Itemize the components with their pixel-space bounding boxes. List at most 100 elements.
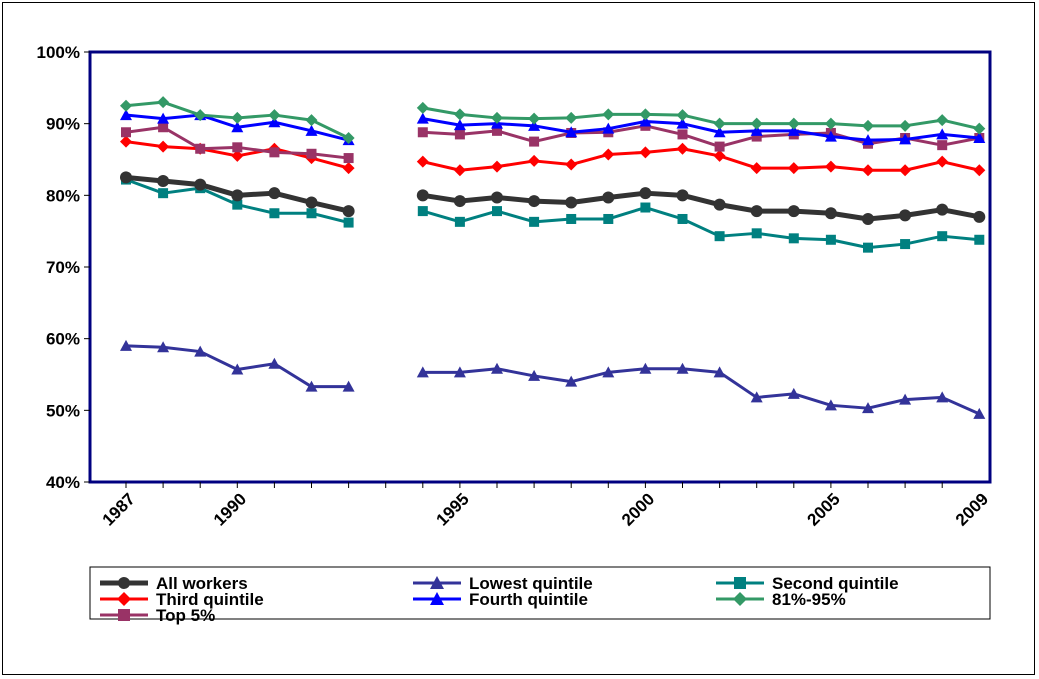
data-point — [639, 362, 652, 374]
data-point — [454, 129, 465, 140]
data-point — [677, 213, 688, 224]
data-point — [565, 111, 578, 124]
data-point — [787, 117, 800, 130]
data-point — [602, 191, 615, 204]
data-point — [121, 127, 131, 138]
x-tick-label: 1987 — [99, 489, 139, 529]
legend-label: Top 5% — [156, 606, 215, 625]
data-point — [639, 146, 652, 159]
data-point — [973, 407, 986, 419]
series-81-95- — [120, 96, 986, 144]
series-lines — [120, 96, 986, 419]
data-point — [676, 142, 689, 155]
data-point — [640, 202, 651, 213]
y-tick-label: 70% — [46, 258, 80, 277]
data-point — [565, 196, 578, 209]
series-line — [422, 206, 980, 250]
data-point — [416, 155, 429, 168]
data-point — [194, 178, 207, 191]
series-line — [422, 367, 980, 416]
legend-item: Top 5% — [100, 606, 215, 625]
y-tick-label: 90% — [46, 115, 80, 134]
legend-item: All workers — [100, 574, 248, 593]
y-tick-label: 100% — [37, 43, 80, 62]
data-point — [565, 158, 578, 171]
data-point — [565, 375, 578, 387]
data-point — [713, 366, 726, 378]
data-point — [787, 124, 800, 136]
data-point — [676, 109, 689, 122]
y-tick-label: 40% — [46, 473, 80, 492]
data-point — [863, 242, 873, 253]
data-point — [231, 149, 244, 162]
data-point — [529, 136, 540, 147]
series-lowest-quintile — [120, 339, 986, 419]
x-tick-label: 1990 — [210, 489, 250, 529]
data-point — [528, 112, 541, 125]
data-point — [231, 121, 244, 133]
data-point — [733, 592, 747, 606]
data-point — [453, 195, 466, 208]
legend-box — [89, 566, 991, 620]
data-point — [750, 124, 763, 136]
data-point — [491, 362, 503, 374]
data-point — [602, 366, 615, 378]
data-point — [417, 127, 428, 138]
data-point — [269, 208, 280, 219]
series-line — [422, 117, 980, 142]
data-point — [565, 126, 578, 138]
data-point — [862, 212, 874, 225]
legend-item: Second quintile — [716, 574, 899, 593]
data-point — [787, 205, 800, 218]
data-point — [157, 175, 170, 187]
data-point — [417, 206, 428, 217]
data-point — [157, 140, 170, 153]
legend-item: Fourth quintile — [413, 590, 588, 609]
data-point — [528, 154, 541, 167]
data-point — [566, 213, 577, 224]
legend-item: Lowest quintile — [413, 574, 593, 593]
data-point — [305, 196, 318, 209]
series-all-workers — [120, 171, 986, 225]
data-point — [676, 117, 689, 129]
data-point — [195, 143, 206, 154]
data-point — [416, 189, 429, 202]
data-point — [194, 109, 207, 122]
data-point — [751, 228, 762, 239]
legend-label: 81%-95% — [772, 590, 846, 609]
data-point — [492, 125, 502, 136]
data-point — [862, 164, 874, 177]
data-point — [118, 609, 130, 621]
data-point — [825, 234, 836, 245]
x-tick-label: 2000 — [618, 489, 658, 529]
y-tick-label: 50% — [46, 401, 80, 420]
data-point — [416, 366, 429, 378]
data-point — [899, 119, 912, 132]
data-point — [973, 132, 986, 143]
data-point — [491, 191, 503, 204]
data-point — [937, 231, 948, 242]
data-point — [232, 199, 243, 210]
data-point — [639, 187, 652, 200]
data-point — [491, 160, 503, 173]
data-point — [343, 217, 354, 228]
data-point — [787, 387, 800, 399]
data-point — [158, 122, 169, 133]
data-point — [528, 369, 541, 381]
data-point — [714, 141, 725, 152]
data-point — [936, 203, 949, 216]
data-point — [231, 111, 244, 124]
data-point — [734, 577, 746, 589]
data-point — [603, 213, 614, 224]
data-point — [974, 234, 985, 245]
data-point — [824, 399, 837, 411]
data-point — [937, 140, 948, 151]
data-point — [936, 155, 949, 168]
data-point — [342, 132, 355, 144]
data-point — [268, 187, 281, 200]
data-point — [936, 391, 949, 403]
data-point — [824, 117, 837, 130]
data-point — [118, 577, 130, 589]
data-point — [158, 188, 169, 199]
data-point — [899, 393, 912, 405]
